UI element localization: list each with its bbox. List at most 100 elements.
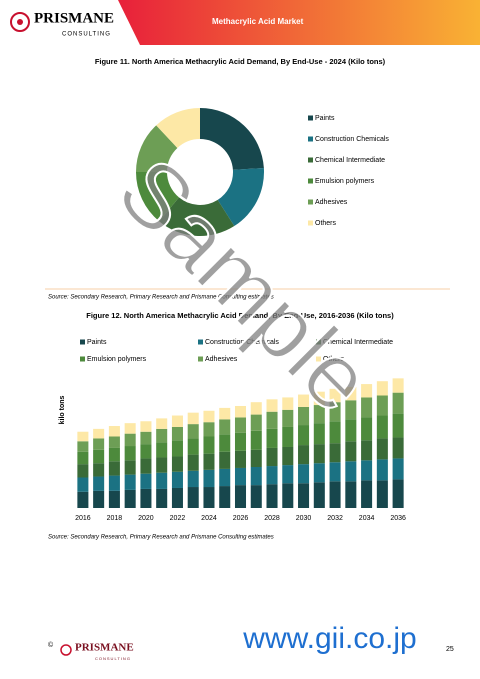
bar-segment	[376, 395, 388, 416]
legend-swatch	[316, 339, 321, 345]
legend-label: Emulsion polymers	[315, 178, 375, 185]
source: Source: Secondary Research, Primary Rese…	[48, 535, 274, 541]
footer-logo-icon	[60, 644, 72, 656]
bar-segment	[171, 487, 183, 508]
bar-segment	[376, 459, 388, 481]
bar-segment	[376, 438, 388, 460]
bar-segment	[345, 481, 357, 508]
bar-segment	[298, 425, 310, 446]
bar-segment	[234, 405, 247, 418]
legend-swatch	[308, 178, 313, 184]
bar-segment	[392, 437, 404, 459]
bar-segment	[140, 421, 152, 432]
legend-swatch	[316, 356, 321, 362]
bar-segment	[156, 428, 168, 443]
bar-segment	[345, 419, 357, 442]
bar-segment	[298, 464, 310, 484]
bar-segment	[313, 423, 325, 445]
x-tick-label: 2018	[107, 515, 123, 522]
legend-swatch	[308, 220, 313, 226]
bar-segment	[77, 464, 89, 478]
bar-segment	[108, 426, 120, 437]
bar-segment	[282, 409, 294, 427]
bar-segment	[124, 460, 136, 475]
legend-label: Adhesives	[315, 199, 348, 206]
bar-segment	[203, 436, 215, 454]
bar-segment	[329, 421, 341, 444]
bar-segment	[124, 474, 136, 490]
bar-segment	[203, 469, 215, 488]
legend-swatch	[308, 115, 313, 121]
bar-segment	[203, 422, 215, 437]
bar-segment	[234, 485, 247, 508]
bar-segment	[250, 449, 262, 468]
legend-label: Construction Chemicals	[205, 339, 279, 346]
bar-segment	[171, 471, 183, 488]
source: Source: Secondary Research, Primary Rese…	[48, 295, 274, 301]
bar-segment	[298, 406, 310, 426]
bar-segment	[266, 428, 278, 448]
bar-segment	[108, 490, 120, 508]
bar-segment	[282, 483, 294, 508]
legend-label: Emulsion polymers	[87, 356, 147, 363]
bar-segment	[93, 438, 105, 450]
bar-segment	[345, 400, 357, 420]
bar-segment	[171, 456, 183, 472]
bar-segment	[250, 430, 262, 450]
bar-segment	[345, 461, 357, 482]
bar-segment	[376, 415, 388, 439]
x-tick-label: 2016	[75, 515, 91, 522]
bar-segment	[219, 486, 231, 508]
bar-segment	[108, 461, 120, 476]
legend-swatch	[308, 136, 313, 142]
bar-segment	[266, 466, 278, 485]
bar-segment	[219, 468, 231, 487]
bar-segment	[234, 450, 247, 468]
bar-segment	[219, 434, 231, 452]
chart-title: Figure 12. North America Methacrylic Aci…	[86, 311, 394, 320]
bar-segment	[219, 451, 231, 469]
bar-segment	[282, 426, 294, 447]
bar-segment	[329, 388, 341, 403]
copyright: ©	[48, 641, 54, 649]
header-title: Methacrylic Acid Market	[212, 17, 304, 26]
bar-segment	[234, 417, 247, 433]
legend-swatch	[308, 199, 313, 205]
bar-segment	[361, 460, 373, 481]
bar-segment	[250, 485, 262, 508]
donut-slice	[159, 197, 235, 236]
bar-segment	[313, 405, 325, 424]
header-band	[118, 0, 480, 45]
bar-segment	[313, 444, 325, 464]
legend-label: Adhesives	[205, 356, 238, 363]
donut-slice	[200, 108, 264, 170]
bar-segment	[361, 417, 373, 441]
bar-segment	[156, 457, 168, 473]
bar-segment	[77, 477, 89, 492]
bar-segment	[361, 480, 373, 508]
bar-segment	[187, 438, 199, 455]
bar-segment	[124, 446, 136, 461]
bar-segment	[345, 441, 357, 462]
bar-segment	[203, 453, 215, 470]
bar-segment	[156, 488, 168, 508]
legend-label: Paints	[87, 339, 107, 346]
bar-segment	[219, 419, 231, 435]
bar-segment	[156, 442, 168, 458]
legend-label: Chemical Intermediate	[323, 339, 393, 346]
bar-segment	[219, 407, 231, 420]
bar-segment	[93, 463, 105, 477]
bar-segment	[329, 443, 341, 463]
bar-segment	[187, 424, 199, 439]
bar-segment	[187, 412, 199, 425]
bar-segment	[140, 458, 152, 474]
bar-segment	[298, 394, 310, 407]
legend-label: Chemical Intermediate	[315, 157, 385, 164]
bar-segment	[108, 447, 120, 462]
legend-label: Paints	[315, 115, 335, 122]
bar-segment	[313, 482, 325, 508]
donut-slice	[136, 172, 179, 222]
bar-segment	[266, 447, 278, 467]
bar-segment	[282, 397, 294, 410]
x-tick-label: 2032	[327, 515, 343, 522]
